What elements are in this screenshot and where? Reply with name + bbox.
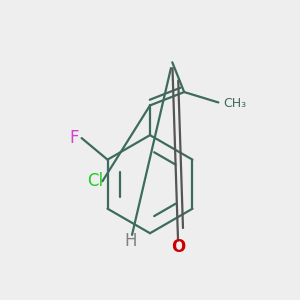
Text: O: O [171, 238, 185, 256]
Text: Cl: Cl [87, 172, 103, 190]
Text: CH₃: CH₃ [223, 98, 246, 110]
Text: H: H [124, 232, 137, 250]
Text: F: F [70, 129, 79, 147]
